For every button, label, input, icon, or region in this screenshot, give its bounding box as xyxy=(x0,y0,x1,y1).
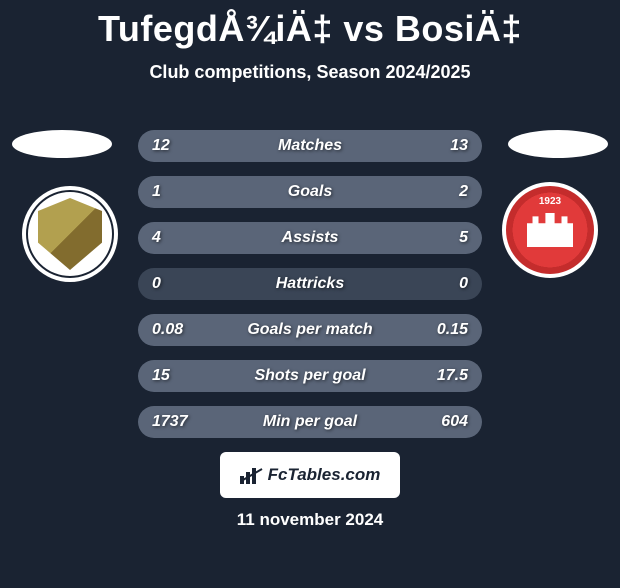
stat-label: Min per goal xyxy=(138,413,482,431)
stat-label: Hattricks xyxy=(138,275,482,293)
brand-box[interactable]: FcTables.com xyxy=(220,452,400,498)
page-title: TufegdÅ¾iÄ‡ vs BosiÄ‡ xyxy=(0,8,620,50)
stat-value-right: 17.5 xyxy=(437,367,468,385)
stat-row: 12Matches13 xyxy=(138,130,482,162)
brand-label: FcTables.com xyxy=(268,465,381,485)
subtitle: Club competitions, Season 2024/2025 xyxy=(0,62,620,83)
stat-row: 1737Min per goal604 xyxy=(138,406,482,438)
stat-row: 4Assists5 xyxy=(138,222,482,254)
stat-value-right: 604 xyxy=(441,413,468,431)
stat-value-right: 2 xyxy=(459,183,468,201)
stat-row: 0Hattricks0 xyxy=(138,268,482,300)
left-club-logo xyxy=(22,186,118,282)
stat-value-right: 13 xyxy=(450,137,468,155)
stat-value-right: 0.15 xyxy=(437,321,468,339)
stat-label: Shots per goal xyxy=(138,367,482,385)
left-flag xyxy=(12,130,112,158)
stat-label: Matches xyxy=(138,137,482,155)
stat-value-right: 5 xyxy=(459,229,468,247)
stat-label: Goals xyxy=(138,183,482,201)
stat-row: 15Shots per goal17.5 xyxy=(138,360,482,392)
right-club-year: 1923 xyxy=(539,196,561,207)
right-club-logo: 1923 xyxy=(502,182,598,278)
stat-label: Assists xyxy=(138,229,482,247)
date-label: 11 november 2024 xyxy=(0,510,620,530)
stat-row: 0.08Goals per match0.15 xyxy=(138,314,482,346)
stat-row: 1Goals2 xyxy=(138,176,482,208)
stats-container: 12Matches13 1Goals2 4Assists5 0Hattricks0 0.… xyxy=(138,130,482,452)
bar-chart-icon xyxy=(240,466,262,484)
stat-label: Goals per match xyxy=(138,321,482,339)
stat-value-right: 0 xyxy=(459,275,468,293)
right-flag xyxy=(508,130,608,158)
